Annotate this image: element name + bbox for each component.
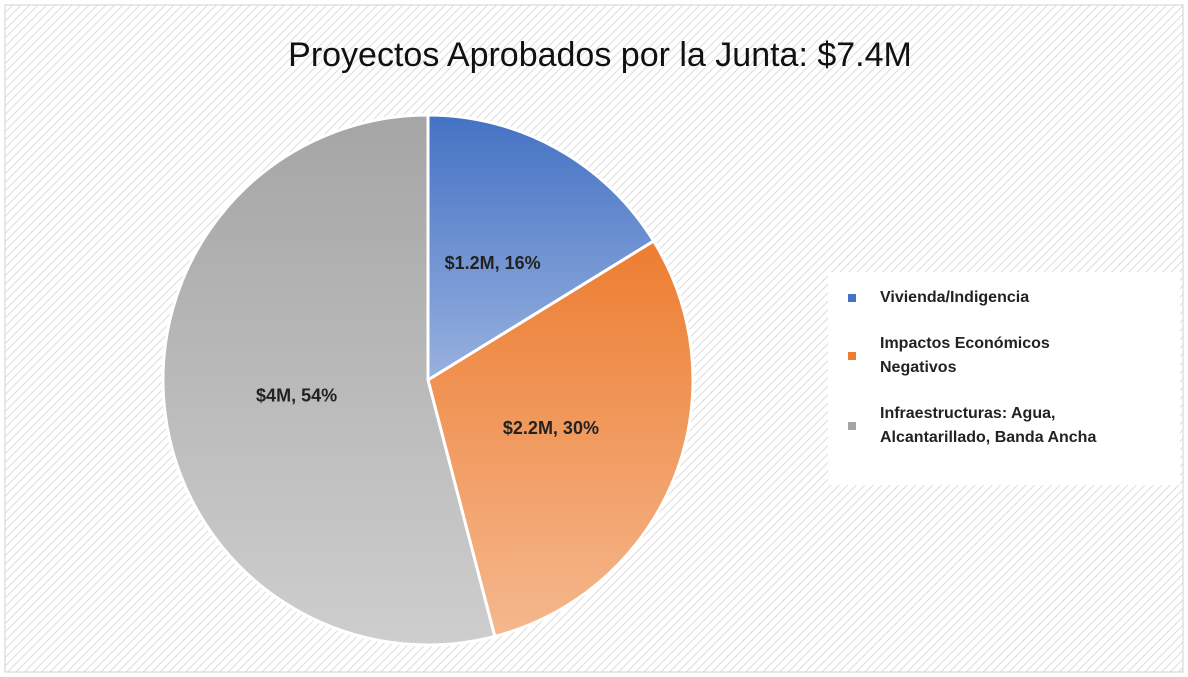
legend: Vivienda/Indigencia Impactos Económicos N… [828, 272, 1180, 485]
legend-label: Vivienda/Indigencia [880, 289, 1030, 306]
legend-entry: Vivienda/Indigencia [848, 286, 1166, 310]
legend-swatch [848, 352, 856, 360]
data-label: $4M, 54% [256, 386, 337, 406]
data-label: $2.2M, 30% [503, 418, 599, 438]
legend-label: Impactos Económicos Negativos [880, 335, 1050, 376]
pie-slice [426, 238, 695, 639]
legend-entry: Infraestructuras: Agua, Alcantarillado, … [848, 402, 1166, 450]
legend-entry: Impactos Económicos Negativos [848, 332, 1166, 380]
legend-label: Infraestructuras: Agua, Alcantarillado, … [880, 405, 1097, 446]
legend-swatch [848, 422, 856, 430]
pie-slice [161, 113, 497, 647]
data-label: $1.2M, 16% [445, 253, 541, 273]
pie-slice [426, 113, 656, 383]
chart-title: Proyectos Aprobados por la Junta: $7.4M [288, 36, 912, 74]
legend-swatch [848, 294, 856, 302]
